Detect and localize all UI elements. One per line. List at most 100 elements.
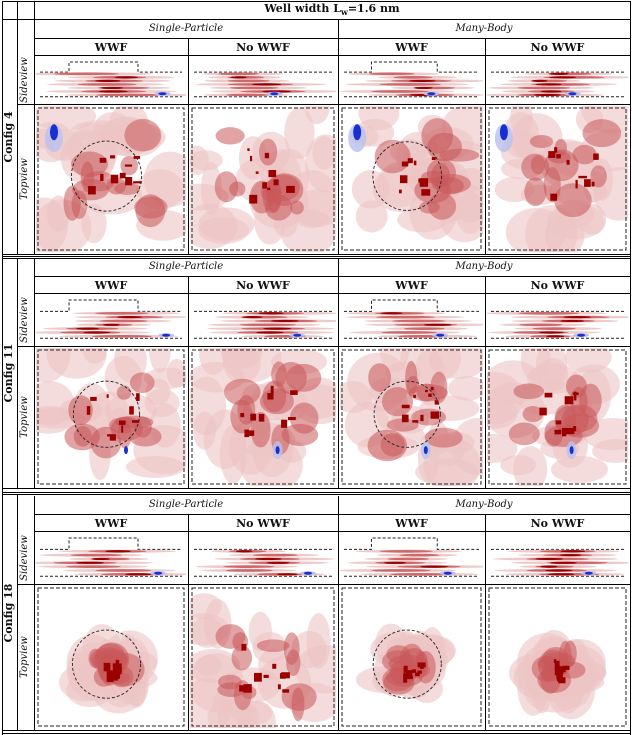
density-core [591,181,595,187]
well-boundary [191,107,335,251]
config-label: Config 4 [2,111,15,163]
sideview-panel [487,71,628,98]
column-divider [34,38,35,254]
density-core [270,319,299,323]
density-blob [487,433,518,464]
density-stripe [518,311,580,315]
density-core [540,565,558,568]
density-blob [129,372,155,394]
density-core [413,160,417,166]
density-blob [284,107,315,160]
density-blob [46,348,107,379]
density-core [418,178,421,183]
density-blob [283,632,300,665]
density-core [255,557,282,561]
density-blob [114,182,141,195]
config-label: Config 18 [2,583,15,643]
density-core [403,665,408,673]
density-core [110,155,116,159]
density-core [415,672,420,677]
density-blob [351,170,390,209]
density-core [109,434,116,441]
well-outline [40,61,182,73]
column-divider [188,276,189,488]
column-no-wwf: No WWF [236,279,290,292]
density-stripe [229,86,279,90]
density-core [593,153,599,160]
hole-core [353,124,362,141]
density-stripe [403,327,445,330]
density-core [125,573,152,576]
density-core [75,327,100,330]
density-core [549,561,577,564]
density-core [556,154,561,159]
density-blob [291,687,305,722]
title-text: Well width L [264,2,341,15]
density-blob [431,174,471,194]
column-divider [188,38,189,254]
density-blob [238,700,276,728]
density-core [412,420,419,423]
method-divider [338,258,339,276]
density-blob [543,167,561,203]
density-core [114,666,122,675]
density-core [399,175,408,184]
density-core [564,396,574,405]
density-stripe [379,549,433,553]
density-stripe [379,83,442,86]
density-blob [190,648,241,684]
density-blob [554,139,568,157]
density-core [573,391,577,401]
density-core [554,147,558,153]
density-blob [423,437,481,486]
density-core [243,684,252,693]
density-blob [524,177,547,207]
density-blob [380,433,405,457]
density-core [273,179,279,186]
sideview-panel [491,548,628,577]
density-core [133,155,141,159]
hole-core [499,124,508,141]
well-outline [344,299,479,312]
density-core [244,429,250,438]
hole-core [568,92,577,96]
fluctuation-circle [72,380,141,448]
method-divider [338,496,339,514]
density-core [430,386,434,391]
density-core [553,659,557,664]
frame-bottom [2,733,630,734]
density-core [240,412,245,418]
column-divider [485,514,486,730]
well-outline [344,537,479,550]
density-stripe [517,86,571,90]
column-no-wwf: No WWF [236,41,290,54]
density-core [290,390,298,395]
hole-core [427,92,436,96]
density-blob [104,355,142,401]
density-stripe [77,83,137,86]
well-boundary [37,107,185,251]
column-no-wwf: No WWF [530,41,585,54]
figure-title: Well width Lw=1.6 nm [34,2,630,18]
well-boundary [488,107,627,251]
config-label: Config 11 [2,343,15,403]
density-stripe [368,72,415,76]
frame-top [2,1,630,2]
density-core [281,672,290,679]
density-blob [133,416,152,438]
density-core [554,667,559,676]
density-core [100,86,124,90]
density-blob [135,194,166,228]
density-core [114,76,139,79]
density-stripe [95,93,161,97]
density-core [136,393,140,402]
density-core [105,550,132,553]
topview-label: Topview [19,158,30,200]
density-core [562,665,570,670]
density-core [554,660,560,670]
density-core [282,689,290,693]
density-blob [381,386,413,417]
density-core [119,172,126,179]
density-core [277,573,298,576]
density-core [554,429,562,435]
